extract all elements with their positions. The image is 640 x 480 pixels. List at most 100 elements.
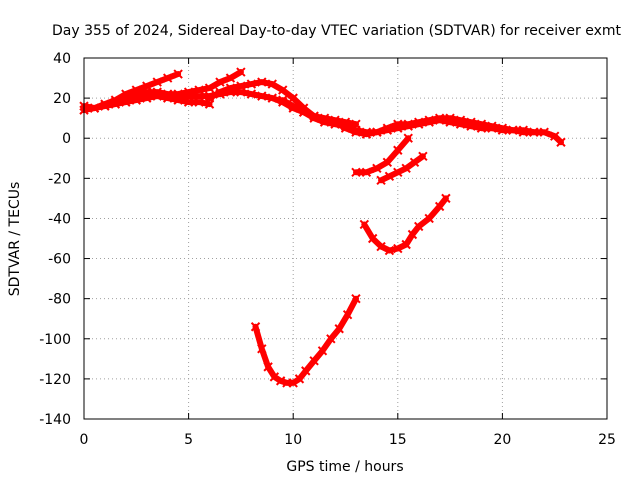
data-point-arc-6 [445,113,455,123]
data-point-arc-4 [246,89,257,99]
data-point-arc-5 [539,127,549,137]
y-tick-label: 0 [62,131,71,147]
data-point-arc-9 [376,241,386,252]
data-point-arc-5 [267,79,277,89]
data-point-arc-5 [225,83,236,93]
data-point-arc-7 [372,163,382,174]
data-point-arc-3 [204,83,215,93]
data-point-arc-9 [441,193,451,204]
data-point-arc-5 [215,87,225,97]
data-point-arc-6 [319,117,330,127]
x-axis-label: GPS time / hours [286,459,403,475]
data-point-arc-4 [142,89,152,99]
data-point-arc-8 [384,171,395,182]
data-point-arc-5 [288,93,298,103]
data-point-arc-5 [278,85,288,95]
data-point-arc-6 [487,121,497,131]
data-point-arc-6 [466,117,476,127]
data-point-arc-5 [556,137,566,147]
data-point-arc-7 [382,157,393,167]
data-series [79,67,566,388]
data-point-arc-1 [152,77,162,87]
data-point-arc-9 [367,233,378,244]
data-point-arc-6 [309,113,319,123]
data-point-arc-2 [100,101,110,111]
data-point-arc-6 [288,101,298,111]
data-point-arc-9 [414,221,424,232]
data-point-arc-8 [376,175,386,186]
data-point-arc-6 [372,127,382,137]
y-axis-label: SDTVAR / TECUs [7,182,23,297]
data-point-arc-6 [508,125,518,135]
data-point-arc-6 [340,121,351,131]
data-point-arc-10 [301,366,311,376]
data-point-arc-9 [401,239,411,250]
data-point-arc-6 [298,107,309,117]
data-point-arc-6 [361,127,372,137]
data-point-arc-6 [518,125,529,135]
data-point-arc-4 [257,91,267,101]
data-point-arc-4 [183,91,194,101]
data-point-arc-6 [278,95,288,105]
data-point-arc-6 [529,127,539,137]
data-point-arc-3 [225,73,236,83]
x-tick-label: 25 [598,432,616,448]
chart-title: Day 355 of 2024, Sidereal Day-to-day VTE… [52,23,622,39]
plot-frame [83,57,608,420]
data-point-arc-6 [476,119,487,129]
data-point-arc-9 [424,213,434,224]
y-tick-label: -100 [39,332,71,348]
data-point-arc-4 [173,91,183,101]
data-point-arc-10 [275,376,286,386]
x-tick-label: 15 [389,432,407,448]
data-point-arc-2 [89,103,100,113]
data-point-arc-3 [121,93,131,103]
data-point-arc-7 [351,167,361,178]
data-point-arc-8 [401,163,411,174]
data-point-arc-10 [263,362,273,372]
data-point-arc-4 [267,93,277,103]
data-point-arc-4 [194,91,204,101]
x-tick-label: 10 [284,432,302,448]
y-tick-label: -40 [48,211,71,227]
data-point-arc-8 [393,167,403,178]
data-point-arc-5 [236,81,246,91]
data-point-arc-3 [110,97,121,107]
x-tick-label: 0 [80,432,89,448]
y-tick-label: 40 [53,51,71,67]
data-point-arc-5 [257,77,267,87]
y-tick-label: -60 [48,252,71,268]
data-point-arc-10 [294,374,305,384]
data-point-arc-7 [393,145,403,155]
data-point-arc-10 [269,372,280,382]
y-tick-label: -120 [39,372,71,388]
data-point-arc-10 [317,346,328,356]
y-tick-label: 20 [53,91,71,107]
data-point-arc-6 [414,117,424,127]
data-point-arc-10 [250,322,261,332]
data-point-arc-6 [403,119,413,129]
data-point-arc-9 [434,201,445,212]
x-tick-label: 5 [184,432,193,448]
data-point-arc-10 [326,334,336,344]
data-point-arc-1 [162,73,173,83]
x-tick-label: 20 [493,432,511,448]
data-point-arc-9 [393,243,403,254]
tick-labels: 0 5 10 15 20 25 -140 -120 -100 -80 -60 -40 -20 0 20 40 [39,51,616,448]
data-point-arc-6 [393,119,403,129]
data-point-arc-10 [334,324,344,334]
data-point-arc-3 [215,77,225,87]
data-point-arc-9 [359,219,370,230]
data-point-arc-6 [330,119,340,129]
y-tick-label: -20 [48,171,71,187]
data-point-arc-6 [455,115,466,125]
data-point-arc-4 [131,93,142,103]
data-point-arc-5 [246,79,257,89]
data-point-arc-9 [407,229,418,240]
data-point-arc-1 [173,69,183,79]
data-point-arc-8 [418,151,428,161]
data-point-arc-6 [351,125,361,135]
data-point-arc-10 [288,378,298,388]
